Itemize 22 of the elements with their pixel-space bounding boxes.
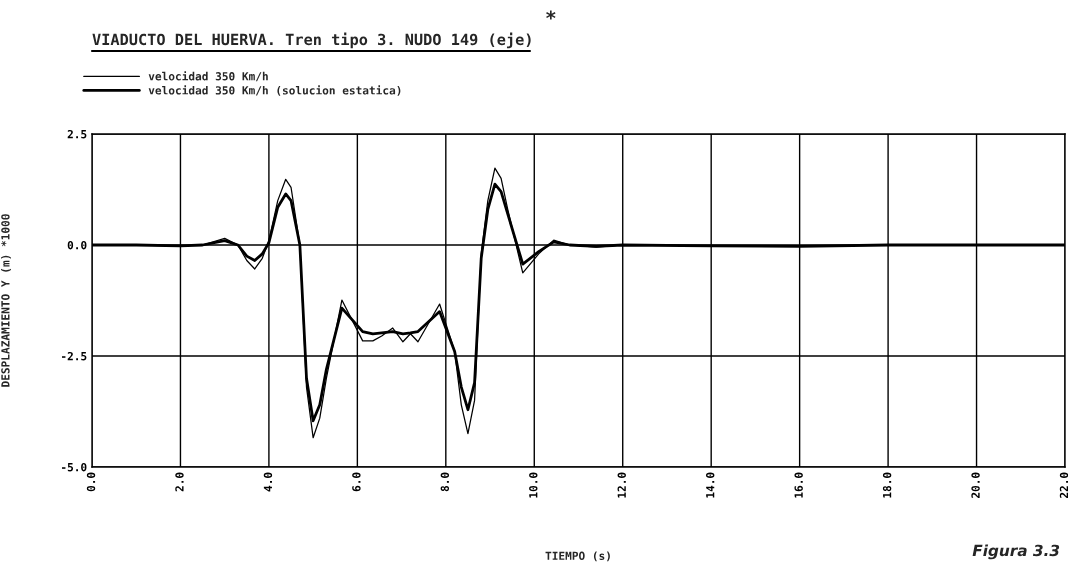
x-axis-title: TIEMPO (s) <box>545 551 610 562</box>
y-axis-title: DESPLAZAMIENTO Y (m) *1000 <box>1 214 11 387</box>
x-tick-label: 22.0 <box>1059 472 1068 498</box>
legend-label: velocidad 350 Km/h <box>148 71 268 82</box>
y-tick-label: -2.5 <box>62 351 87 361</box>
text: Figura 3.3 <box>972 544 1060 560</box>
y-tick-label: 2.5 <box>67 129 87 139</box>
x-tick-label: 14.0 <box>706 472 715 498</box>
x-tick-label: 20.0 <box>971 472 980 498</box>
y-tick-label: 0.0 <box>67 240 87 250</box>
x-tick-label: 16.0 <box>794 472 803 498</box>
y-tick-label: -5.0 <box>62 462 87 472</box>
x-tick-label: 18.0 <box>882 472 892 498</box>
x-tick-label: 2.0 <box>175 472 184 492</box>
x-tick-label: 12.0 <box>617 472 626 498</box>
chart-title: VIADUCTO DEL HUERVA. Tren tipo 3. NUDO 149 (eje) <box>92 32 531 49</box>
x-tick-label: 10.0 <box>529 472 538 498</box>
text: * <box>546 10 556 20</box>
x-tick-label: 6.0 <box>352 472 361 492</box>
x-tick-label: 8.0 <box>440 472 450 492</box>
legend-label: velocidad 350 Km/h (solucion estatica) <box>148 85 401 96</box>
x-tick-label: 4.0 <box>263 472 273 492</box>
